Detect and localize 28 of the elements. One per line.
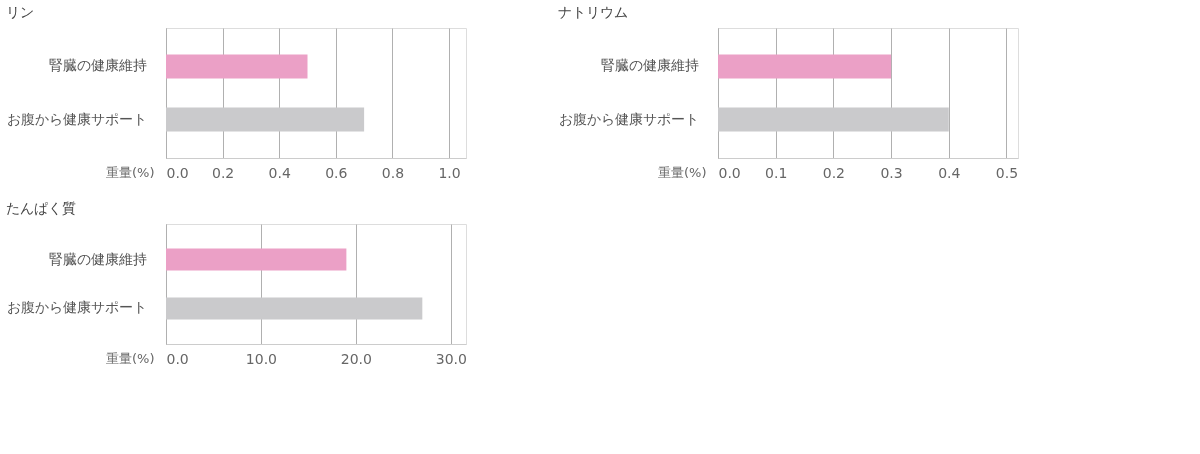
x-tick-label: 0.4 — [268, 164, 291, 181]
x-axis-title: 重量(%) — [658, 164, 707, 180]
y-tick-label: 腎臓の健康維持 — [48, 250, 147, 267]
x-axis-title: 重量(%) — [106, 164, 155, 180]
text: たんぱく質 — [6, 200, 76, 216]
text: リン — [6, 4, 34, 20]
x-tick-label: 20.0 — [340, 350, 372, 367]
x-axis-title: 重量(%) — [106, 350, 155, 366]
x-tick-label: 0.0 — [166, 164, 189, 181]
x-tick-label: 0.0 — [166, 350, 189, 367]
y-tick-label: お腹から健康サポート — [6, 299, 147, 316]
x-tick-label: 10.0 — [245, 350, 278, 367]
x-tick-label: 0.4 — [938, 164, 961, 181]
x-tick-label: 0.6 — [325, 164, 348, 181]
x-tick-label: 0.8 — [381, 164, 405, 181]
x-tick-label: 1.0 — [438, 164, 461, 181]
x-tick-label: 0.1 — [765, 164, 788, 181]
x-tick-label: 30.0 — [435, 350, 467, 367]
y-tick-label: お腹から健康サポート — [6, 110, 147, 127]
x-tick-label: 0.3 — [880, 164, 903, 181]
x-tick-label: 0.2 — [211, 164, 235, 181]
x-tick-label: 0.0 — [718, 164, 741, 181]
text: ナトリウム — [558, 4, 628, 20]
y-tick-label: 腎臓の健康維持 — [48, 57, 147, 74]
x-tick-label: 0.5 — [995, 164, 1019, 181]
y-tick-label: お腹から健康サポート — [558, 110, 699, 127]
y-tick-label: 腎臓の健康維持 — [600, 57, 699, 74]
x-tick-label: 0.2 — [822, 164, 846, 181]
